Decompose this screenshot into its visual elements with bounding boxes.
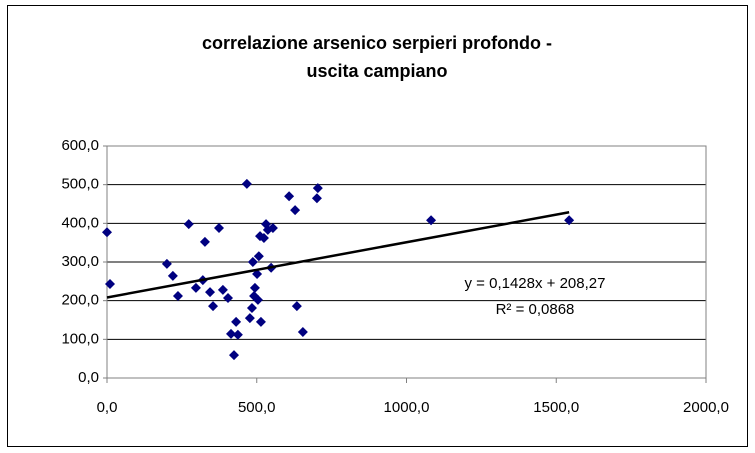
point: [284, 191, 295, 202]
y-tick-label: 400,0: [61, 214, 99, 231]
point: [161, 258, 172, 269]
x-tick-label: 1000,0: [384, 399, 430, 416]
trendline-equation: y = 0,1428x + 208,27: [465, 275, 606, 292]
point: [297, 326, 308, 337]
y-tick-label: 0,0: [78, 369, 99, 386]
point: [231, 316, 242, 327]
point: [214, 222, 225, 233]
point: [249, 282, 260, 293]
point: [172, 291, 183, 302]
point: [190, 282, 201, 293]
point: [252, 294, 263, 305]
point: [222, 292, 233, 303]
point: [246, 303, 257, 314]
point: [291, 301, 302, 312]
point: [267, 222, 278, 233]
x-tick-label: 500,0: [238, 399, 276, 416]
trendline: [106, 211, 570, 299]
point: [311, 193, 322, 204]
chart-border: [7, 5, 748, 447]
y-tick-label: 300,0: [61, 253, 99, 270]
point: [208, 301, 219, 312]
point: [232, 329, 243, 340]
point: [205, 287, 216, 298]
chart-title: correlazione arsenico serpieri profondo …: [202, 33, 552, 53]
point: [426, 215, 437, 226]
y-tick-label: 600,0: [61, 137, 99, 154]
point: [247, 257, 258, 267]
point: [253, 251, 264, 262]
point: [258, 233, 269, 244]
point: [241, 178, 252, 189]
x-tick-label: 1500,0: [533, 399, 579, 416]
point: [244, 313, 255, 324]
point: [102, 227, 112, 238]
trendline-r-squared: R² = 0,0868: [496, 301, 575, 318]
point: [167, 270, 178, 281]
point: [199, 236, 210, 247]
y-tick-label: 100,0: [61, 330, 99, 347]
point: [225, 328, 236, 339]
point: [255, 316, 266, 327]
point: [104, 279, 115, 290]
point: [228, 350, 239, 361]
plot-area: [106, 145, 707, 379]
y-tick-label: 200,0: [61, 292, 99, 309]
point: [217, 284, 228, 295]
point: [183, 219, 194, 230]
y-tick-label: 500,0: [61, 176, 99, 193]
point: [312, 183, 323, 194]
point: [564, 215, 575, 226]
chart-title: uscita campiano: [306, 61, 447, 81]
x-tick-label: 0,0: [97, 399, 118, 416]
x-tick-label: 2000,0: [683, 399, 729, 416]
point: [290, 205, 301, 216]
